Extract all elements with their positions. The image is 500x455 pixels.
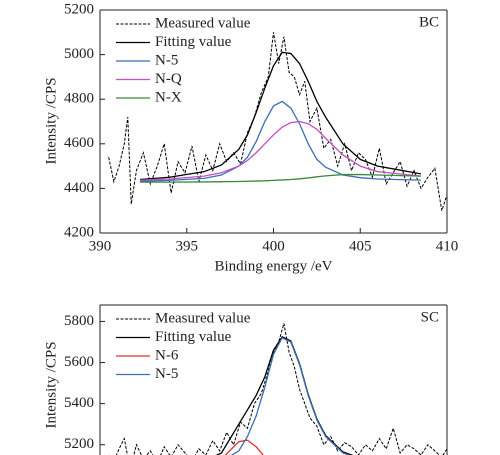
legend-label: Measured value [155, 310, 251, 326]
series-line [139, 120, 422, 181]
y-tick-label: 5200 [64, 436, 94, 452]
series-line [230, 337, 351, 455]
series-line [139, 51, 422, 181]
series-line [108, 32, 447, 211]
y-tick-label: 4600 [64, 135, 94, 151]
series-line [139, 100, 421, 182]
series-line [215, 336, 354, 455]
legend-label: N-X [155, 89, 182, 105]
legend-label: Measured value [155, 15, 251, 31]
panel-label: SC [421, 309, 439, 325]
y-tick-label: 5000 [64, 46, 94, 62]
y-tick-label: 4400 [64, 180, 94, 196]
x-tick-label: 390 [89, 238, 112, 254]
panel-label: BC [419, 14, 439, 30]
legend-label: N-Q [155, 71, 182, 87]
legend-label: Fitting value [155, 329, 232, 345]
y-tick-label: 5600 [64, 354, 94, 370]
x-tick-label: 410 [436, 238, 459, 254]
x-tick-label: 400 [262, 238, 285, 254]
legend-label: N-6 [155, 347, 179, 363]
legend-label: N-5 [155, 366, 178, 382]
y-tick-label: 4200 [64, 224, 94, 240]
x-axis-label: Binding energy /eV [214, 258, 332, 274]
x-tick-label: 395 [176, 238, 199, 254]
series-line [224, 439, 264, 455]
y-axis-label: Intensity /CPS [43, 77, 59, 164]
legend-label: N-5 [155, 52, 178, 68]
legend-label: Fitting value [155, 34, 232, 50]
y-tick-label: 5400 [64, 395, 94, 411]
y-tick-label: 4800 [64, 91, 94, 107]
x-tick-label: 405 [349, 238, 372, 254]
y-tick-label: 5800 [64, 313, 94, 329]
y-axis-label: Intensity /CPS [43, 341, 59, 428]
series-line [139, 173, 421, 183]
y-tick-label: 5200 [64, 1, 94, 17]
